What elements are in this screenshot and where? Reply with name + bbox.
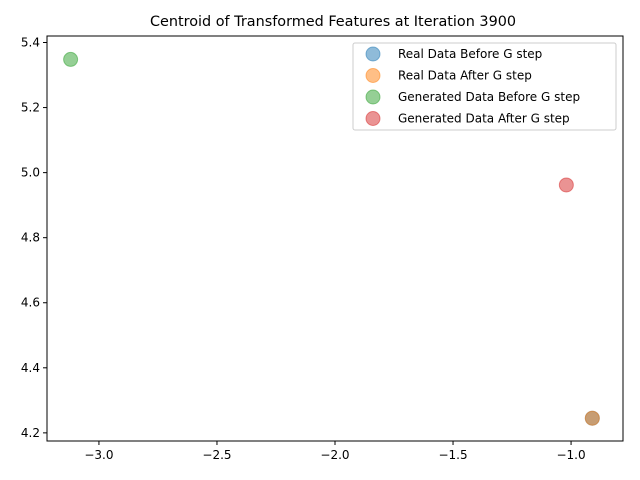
y-tick-label: 4.4 <box>21 361 40 375</box>
legend-label: Real Data After G step <box>398 69 532 83</box>
x-tick-label: −2.5 <box>202 448 231 462</box>
legend: Real Data Before G step Real Data After G… <box>352 42 617 131</box>
legend-marker <box>365 46 381 62</box>
legend-marker <box>365 111 381 126</box>
data-point <box>584 410 600 426</box>
x-tick-label: −2.0 <box>320 448 349 462</box>
axes: −3.0 −2.5 −2.0 −1.5 −1.0 4.2 4.4 4.6 4.8 5.0 5.2 5.… <box>21 35 624 462</box>
data-points <box>63 51 600 426</box>
legend-marker <box>365 89 381 105</box>
y-tick-label: 5.0 <box>21 166 40 180</box>
y-tick-label: 5.4 <box>21 36 40 50</box>
y-tick-label: 4.2 <box>21 426 40 440</box>
x-tick-label: −3.0 <box>84 448 113 462</box>
chart-title: Centroid of Transformed Features at Iter… <box>150 14 516 30</box>
data-point <box>558 177 574 193</box>
legend-label: Real Data Before G step <box>398 47 542 61</box>
y-tick-label: 4.6 <box>21 296 40 310</box>
y-tick-label: 4.8 <box>21 231 40 245</box>
y-tick-label: 5.2 <box>21 101 40 115</box>
data-point <box>63 51 79 67</box>
legend-label: Generated Data Before G step <box>398 90 580 104</box>
legend-marker <box>365 68 381 83</box>
legend-label: Generated Data After G step <box>398 112 570 126</box>
legend-box <box>352 42 617 131</box>
x-tick-label: −1.0 <box>556 448 585 462</box>
x-tick-label: −1.5 <box>438 448 467 462</box>
